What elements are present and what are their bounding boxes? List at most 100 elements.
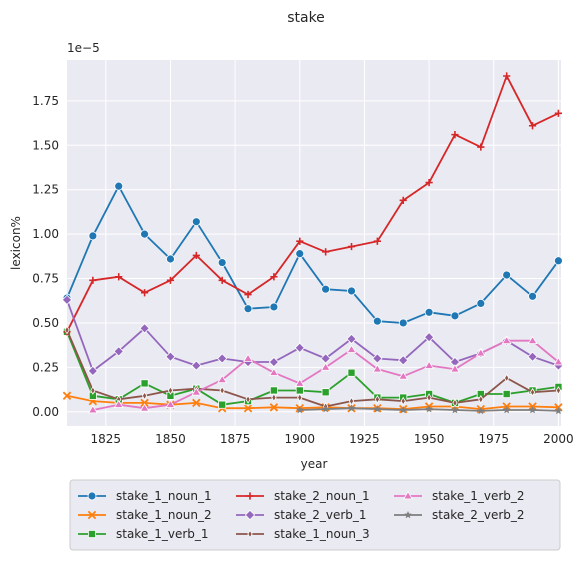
- data-point: [62, 391, 72, 401]
- data-point: [244, 290, 252, 299]
- legend-item: stake_2_noun_1: [236, 489, 370, 503]
- x-tick-label: 1975: [478, 432, 509, 446]
- series-line: [66, 331, 559, 406]
- x-tick-label: 1925: [349, 432, 380, 446]
- data-point: [373, 237, 381, 245]
- data-point: [219, 386, 225, 395]
- legend-item: stake_2_verb_2: [394, 508, 525, 522]
- data-point: [139, 403, 150, 412]
- data-point: [451, 131, 459, 139]
- data-point: [89, 276, 97, 284]
- data-point: [322, 248, 330, 256]
- data-point: [297, 393, 303, 402]
- data-point: [217, 374, 228, 384]
- legend-item: stake_1_verb_2: [394, 489, 525, 503]
- data-point: [140, 289, 149, 297]
- legend-marker: [244, 509, 256, 521]
- legend-item: stake_1_noun_3: [236, 527, 370, 541]
- series-stake_1_noun_1: [62, 181, 563, 328]
- tick-labels: 1825 1850 1875 1900 1925 1950 1975 2000 0.00 0.25…: [32, 94, 573, 446]
- data-point: [243, 353, 253, 362]
- legend-item: stake_1_noun_1: [78, 489, 212, 503]
- y-tick-label: 1.25: [32, 183, 59, 197]
- data-point: [269, 386, 278, 395]
- data-point: [372, 316, 382, 326]
- legend-marker: [87, 491, 97, 501]
- data-point: [554, 109, 563, 117]
- data-point: [554, 256, 563, 266]
- data-point: [218, 400, 227, 409]
- data-point: [347, 242, 356, 251]
- data-point: [294, 378, 305, 387]
- data-point: [504, 373, 510, 383]
- x-tick-label: 1900: [285, 432, 316, 446]
- data-point: [140, 398, 149, 408]
- data-point: [399, 405, 408, 414]
- data-point: [553, 357, 564, 366]
- y-tick-label: 0.00: [32, 405, 59, 419]
- data-point: [295, 386, 304, 395]
- x-tick-label: 1950: [414, 432, 445, 446]
- data-point: [87, 405, 98, 414]
- data-point: [450, 364, 460, 373]
- data-point: [167, 386, 174, 395]
- data-point: [269, 403, 279, 412]
- legend-marker: [404, 510, 412, 519]
- y-tick-label: 1.50: [32, 138, 59, 152]
- x-axis-label: year: [301, 457, 328, 471]
- data-point: [217, 258, 227, 267]
- legend-label: stake_1_noun_3: [274, 527, 370, 541]
- data-point: [217, 353, 228, 364]
- data-point: [320, 362, 331, 371]
- data-point: [139, 323, 150, 334]
- data-point: [478, 394, 484, 404]
- legend-marker: [88, 530, 97, 539]
- data-point: [269, 367, 279, 376]
- data-point: [527, 351, 538, 362]
- data-point: [243, 304, 253, 314]
- data-point: [295, 249, 305, 259]
- legend-marker: [87, 510, 97, 520]
- data-point: [398, 371, 409, 380]
- legend-label: stake_2_noun_1: [274, 489, 370, 503]
- series-line: [66, 329, 559, 408]
- data-point: [374, 394, 380, 404]
- data-point: [424, 360, 434, 369]
- data-point: [423, 331, 435, 343]
- data-point: [192, 398, 201, 408]
- series-stake_1_verb_2: [87, 335, 564, 414]
- legend-label: stake_1_noun_1: [116, 489, 212, 503]
- data-point: [502, 270, 512, 280]
- y-tick-label: 1.00: [32, 227, 59, 241]
- legend-label: stake_1_verb_1: [116, 527, 209, 541]
- legend-item: stake_1_noun_2: [78, 508, 212, 522]
- data-point: [191, 360, 202, 371]
- data-point: [476, 406, 485, 415]
- data-point: [218, 276, 226, 284]
- data-point: [373, 405, 382, 413]
- data-point: [191, 387, 202, 396]
- x-tick-label: 1875: [220, 432, 251, 446]
- data-point: [295, 405, 304, 414]
- data-point: [372, 353, 383, 364]
- data-point: [503, 72, 511, 80]
- chart-title: stake: [287, 10, 325, 26]
- series-line: [66, 185, 560, 324]
- legend: stake_1_noun_1 stake_1_noun_2 stake_1_verb…: [69, 479, 561, 551]
- data-point: [527, 335, 538, 344]
- data-point: [269, 302, 279, 312]
- series-line: [66, 394, 559, 411]
- y-tick-label: 0.75: [32, 272, 59, 286]
- data-point: [321, 388, 330, 397]
- data-point: [296, 237, 304, 245]
- data-point: [61, 294, 73, 306]
- data-point: [399, 196, 407, 204]
- data-point: [141, 391, 148, 401]
- data-point: [165, 399, 176, 408]
- data-point: [372, 364, 383, 373]
- data-point: [165, 351, 176, 362]
- data-point: [347, 404, 356, 412]
- y-axis-label: lexicon%: [9, 216, 23, 270]
